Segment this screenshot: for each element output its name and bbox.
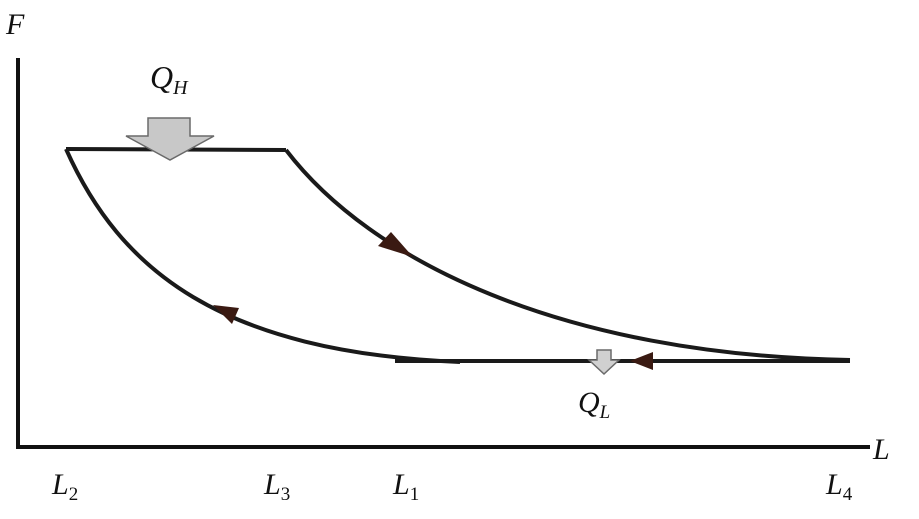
heat-out-symbol: Q (578, 386, 600, 419)
tick-L4-symbol: L (825, 468, 843, 501)
tick-L3-subscript: 3 (281, 484, 291, 505)
heat-in-label: QH (150, 59, 189, 99)
heat-out-arrow (587, 349, 621, 376)
direction-arrow-expansion (378, 232, 413, 257)
y-axis-label: F (5, 8, 25, 41)
adiabat-compression-curve (64, 148, 461, 364)
heat-in-arrow (125, 117, 215, 161)
x-axis-label: L (872, 433, 890, 466)
tick-L2-subscript: 2 (69, 484, 79, 505)
tick-L3-symbol: L (263, 468, 281, 501)
direction-arrow-compression (213, 305, 239, 324)
tick-L2-symbol: L (51, 468, 69, 501)
tick-label-L2: L2 (51, 468, 78, 505)
tick-L1-subscript: 1 (410, 484, 420, 505)
heat-in-symbol: Q (150, 59, 173, 95)
heat-out-label: QL (578, 386, 610, 423)
tick-L4-subscript: 4 (843, 484, 853, 505)
tick-label-L3: L3 (263, 468, 290, 505)
tick-L1-symbol: L (392, 468, 410, 501)
tick-label-L1: L1 (392, 468, 419, 505)
adiabat-expansion-curve (284, 148, 851, 362)
heat-out-subscript: L (599, 402, 611, 423)
heat-in-subscript: H (172, 77, 189, 99)
tick-label-L4: L4 (825, 468, 853, 505)
direction-arrow-cold (630, 352, 653, 370)
